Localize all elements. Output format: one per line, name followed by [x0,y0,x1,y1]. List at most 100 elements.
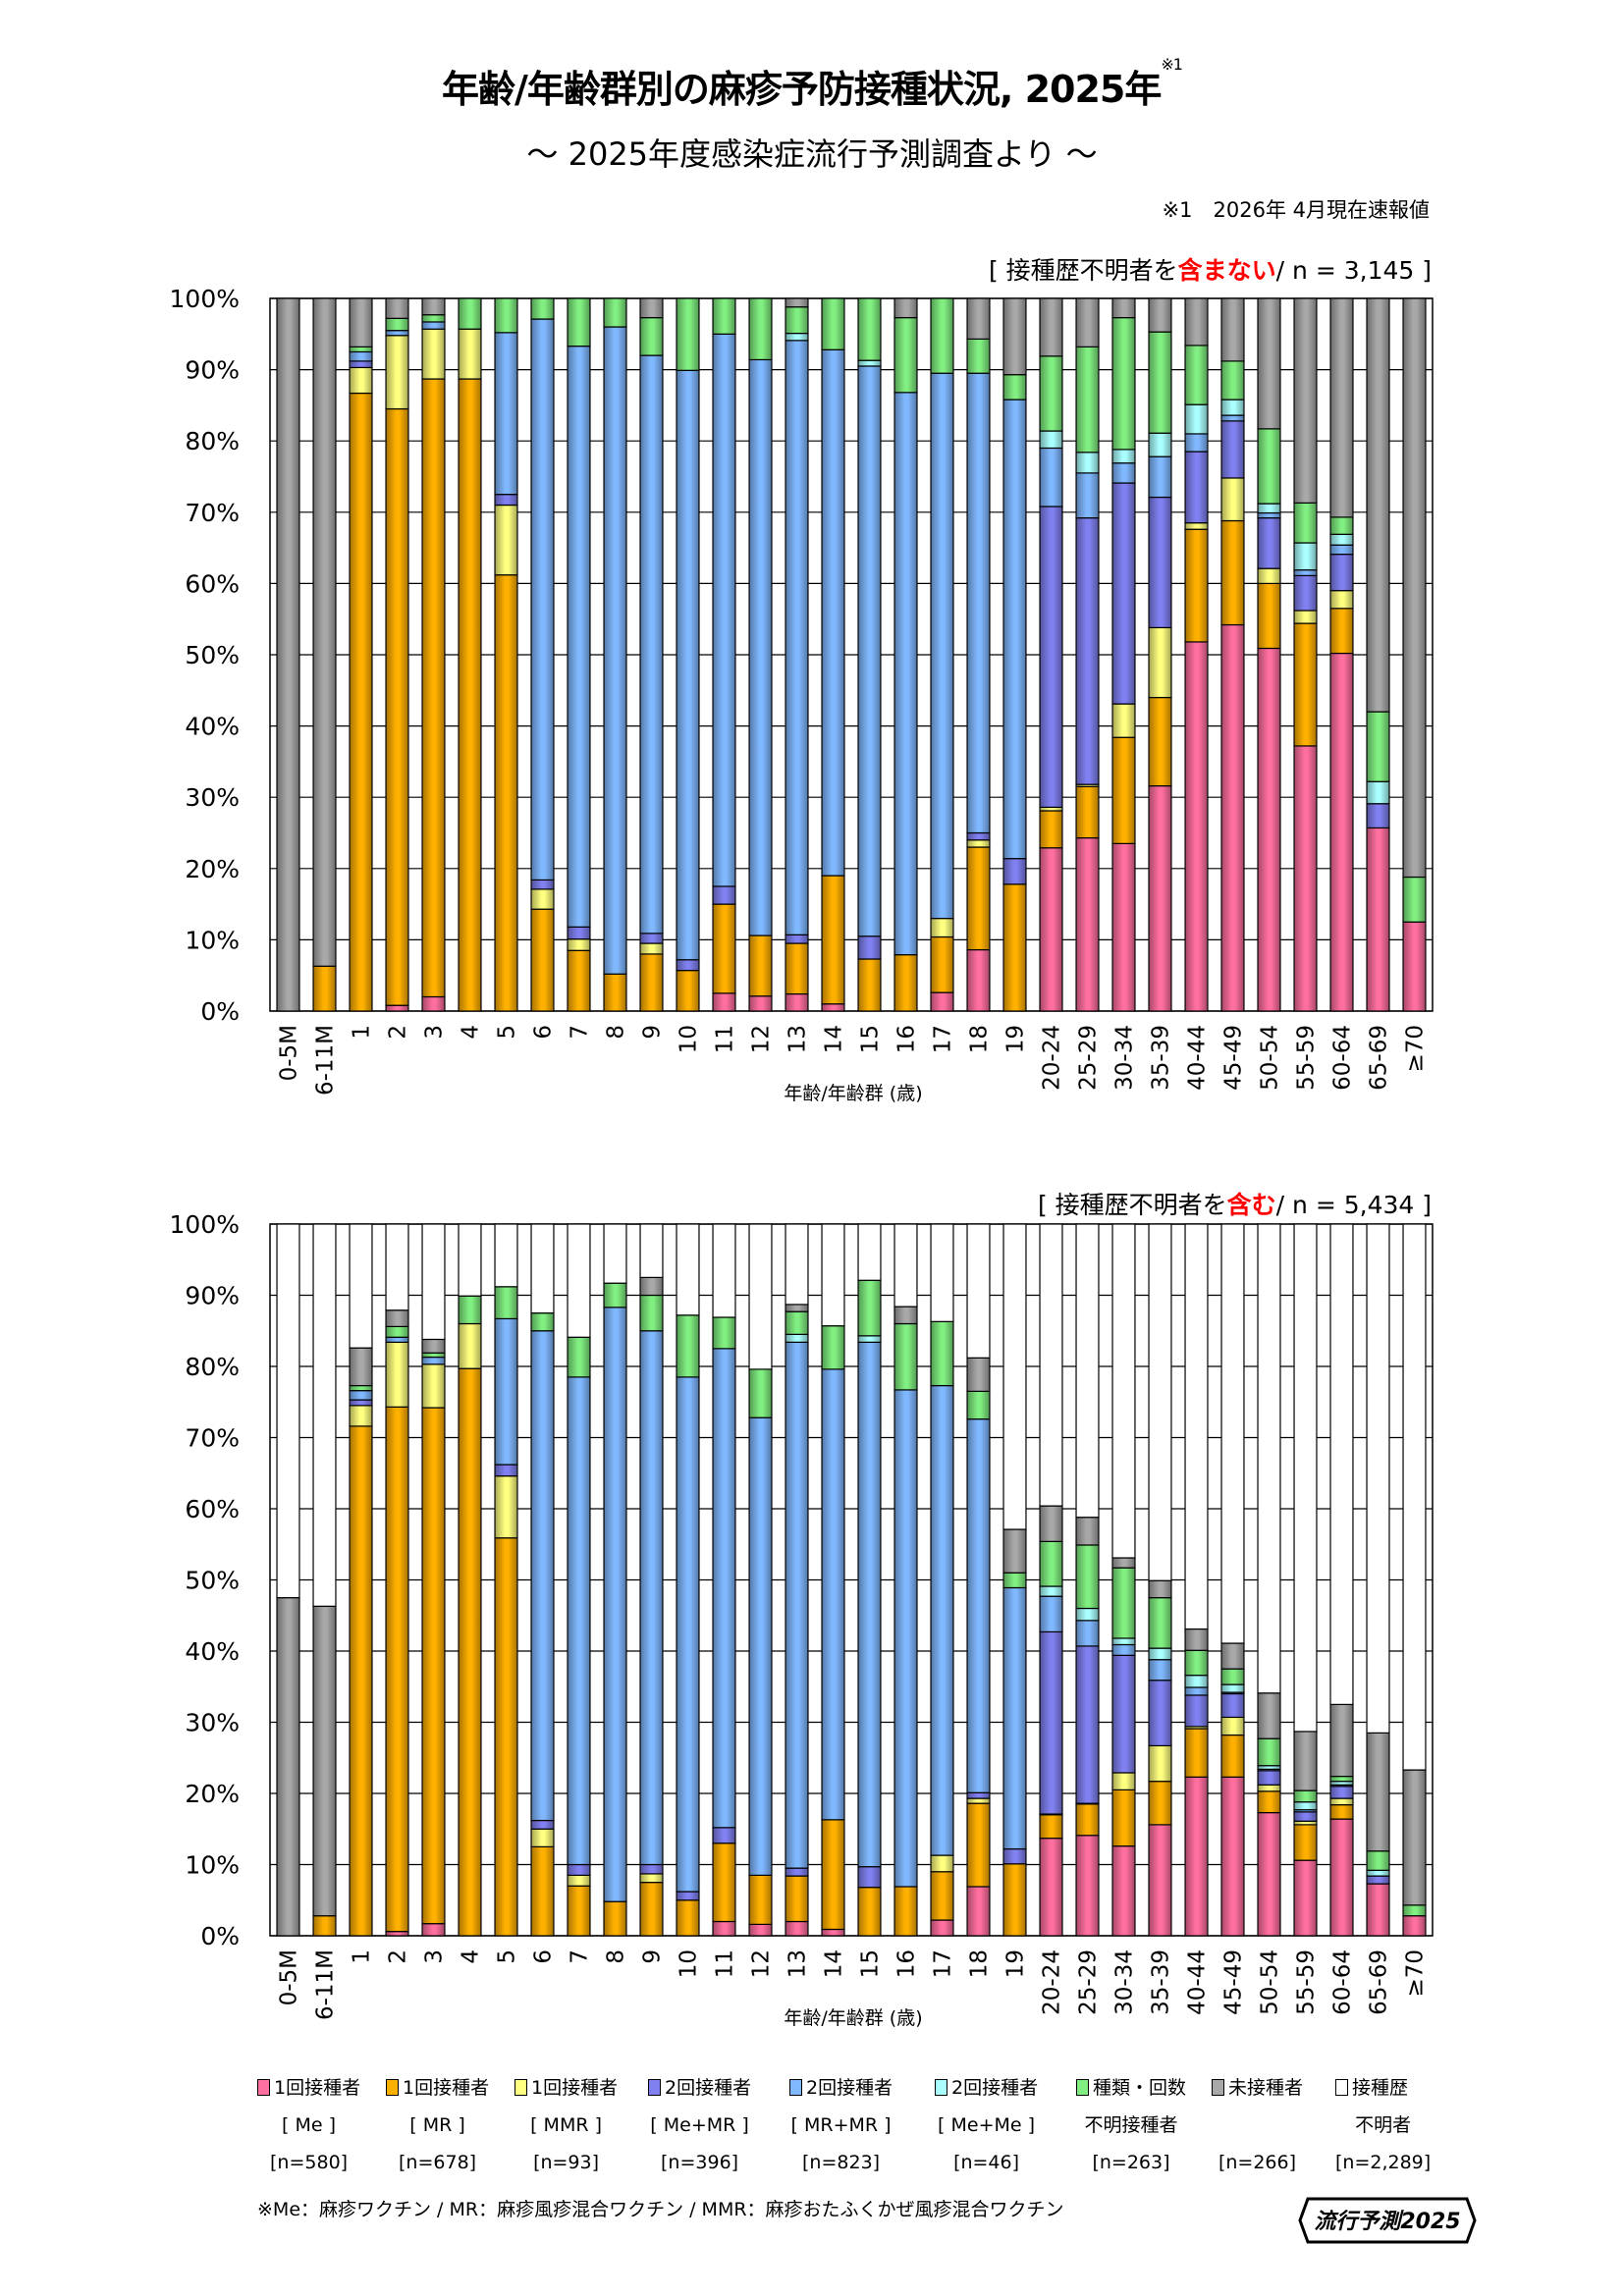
bar-segment-unvaccinated [421,297,446,316]
bar-segment-me-me [1293,542,1318,571]
bar-segment-mr [1293,1824,1318,1861]
y-tick-label: 70% [185,1424,240,1453]
bar-segment-mr [676,1899,700,1937]
bar-segment-me-mr [785,1867,809,1877]
bar-segment-mmr [1148,626,1172,699]
bar-segment-unknown-type [785,1310,809,1335]
legend-item-unvaccinated: 未接種者 [n=266] [1212,2069,1303,2181]
bar-segment-me-mr [1293,1811,1318,1822]
bar-segment-mr [930,935,954,993]
bar-segment-unvaccinated [385,297,409,319]
bar-segment-mr-mr [893,1389,918,1888]
bar-segment-unknown-type [1039,355,1063,432]
bar-segment-unknown-type [1075,1544,1100,1610]
bar-3 [421,297,446,1012]
bar-segment-mr-mr [639,1330,664,1866]
bar-segment-mr [785,942,809,995]
bar-segment-unvaccinated [1002,1528,1027,1574]
bar-segment-me-me [1075,1607,1100,1622]
bar-segment-unknown-history [530,1223,555,1314]
bar-segment-unknown-type [1257,1737,1281,1767]
bar-segment-mr [603,973,627,1012]
bar-segment-me-mr [785,934,809,944]
bar-segment-mr [893,954,918,1012]
x-tick-label: 60-64 [1330,1025,1356,1091]
bar-segment-mr-mr [1184,1686,1209,1696]
bar-segment-unknown-type [1329,1775,1354,1783]
bar-segment-mr [1220,519,1245,626]
bar-segment-unvaccinated [1329,297,1354,518]
bar-segment-unknown-type [349,346,373,353]
bar-segment-me [930,991,954,1012]
bar-segment-mr-mr [857,1341,882,1868]
bar-segment-mr-mr [893,392,918,956]
bar-segment-unknown-history [857,1223,882,1281]
bar-segment-mr [966,846,991,951]
bar-segment-unknown-type [785,306,809,335]
bar-segment-mmr [458,1322,482,1369]
x-tick-label: 45-49 [1221,1025,1247,1091]
bar-segment-mr-mr [676,369,700,961]
bar-segment-unknown-type [458,297,482,330]
bar-2 [385,297,409,1012]
bar-segment-mmr [1257,1784,1281,1792]
bar-11 [712,297,736,1012]
bar-60-64 [1329,297,1354,1012]
x-tick-label: 19 [1003,1025,1029,1053]
bar-segment-me-me [857,359,882,367]
bar-segment-mmr [1257,567,1281,584]
x-tick-label: 30-34 [1112,1025,1138,1091]
bar-segment-unknown-type [676,1314,700,1378]
bar-segment-unknown-history [312,1223,337,1607]
bar-segment-mr-mr [603,1307,627,1902]
bar-segment-me-mr [494,1464,518,1477]
legend-label: 未接種者 [1228,2077,1304,2099]
bar-segment-unknown-history [1184,1223,1209,1630]
bar-segment-me-mr [1257,1770,1281,1786]
legend-label: 接種歴 [1352,2077,1409,2099]
bar-segment-me [385,1931,409,1937]
bar-segment-mr [748,1874,773,1926]
bar-segment-mmr [385,1341,409,1408]
bar-segment-unknown-type [712,1316,736,1350]
bar-segment-mmr [385,335,409,410]
bar-segment-unknown-history [421,1223,446,1341]
bar-segment-unknown-type [530,297,555,320]
x-tick-label: 1 [350,1025,375,1040]
legend-sublabel [1212,2107,1303,2144]
bar-segment-unvaccinated [1257,1692,1281,1739]
bar-segment-mr-mr [785,1341,809,1869]
bar-7 [567,297,591,1012]
bar-segment-unknown-type [748,297,773,361]
bar-segment-mr-mr [857,365,882,937]
bar-segment-mr [639,1882,664,1937]
x-axis-title: 年齢/年齢群 (歳) [784,2007,922,2029]
bar-segment-mmr [1111,1772,1136,1790]
x-tick-label: 17 [931,1949,956,1978]
y-tick-label: 80% [185,1353,240,1381]
bar-segment-me-me [1075,452,1100,474]
bar-segment-mr [857,1887,882,1937]
x-tick-label: 20-24 [1040,1025,1065,1091]
bar-segment-mr [312,965,337,1012]
bottom-chart-sample-label: [ 接種歴不明者を含む/ n = 5,434 ] [1038,1186,1432,1221]
bar-segment-mmr [639,942,664,955]
legend-item-mmr: 1回接種者 [ MMR ] [n=93] [514,2069,618,2181]
bar-segment-unknown-type [1111,317,1136,451]
bar-segment-me [385,1004,409,1012]
bar-segment-mr-mr [930,372,954,920]
bar-segment-unknown-history [712,1223,736,1318]
bar-segment-me [748,995,773,1012]
bar-segment-unknown-type [1293,1789,1318,1803]
y-tick-label: 100% [170,1210,240,1239]
y-tick-label: 90% [185,1282,240,1310]
bar-segment-mr-mr [421,1356,446,1365]
x-tick-label: 50-54 [1258,1025,1283,1091]
bar-segment-mr-mr [421,321,446,330]
bar-segment-unknown-history [1111,1223,1136,1559]
bar-segment-unknown-type [385,1325,409,1338]
bar-segment-unknown-history [1329,1223,1354,1705]
legend-swatch [1212,2079,1224,2096]
bar-segment-me-mr [494,494,518,507]
bar-5 [494,297,518,1012]
